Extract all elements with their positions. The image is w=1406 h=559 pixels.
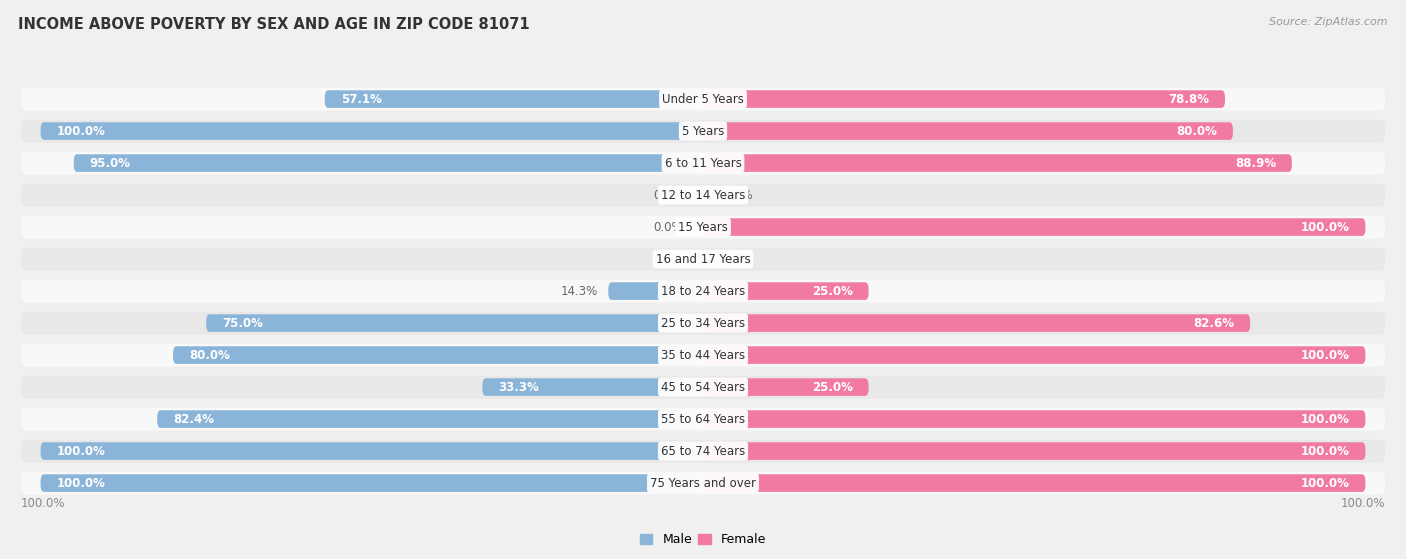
Text: 55 to 64 Years: 55 to 64 Years: [661, 413, 745, 425]
Text: 0.0%: 0.0%: [723, 188, 752, 202]
FancyBboxPatch shape: [21, 439, 1385, 463]
FancyBboxPatch shape: [21, 183, 1385, 207]
Text: 33.3%: 33.3%: [498, 381, 538, 394]
Text: 0.0%: 0.0%: [654, 221, 683, 234]
FancyBboxPatch shape: [703, 314, 1250, 332]
FancyBboxPatch shape: [21, 408, 1385, 430]
FancyBboxPatch shape: [157, 410, 703, 428]
Text: 5 Years: 5 Years: [682, 125, 724, 138]
Text: INCOME ABOVE POVERTY BY SEX AND AGE IN ZIP CODE 81071: INCOME ABOVE POVERTY BY SEX AND AGE IN Z…: [18, 17, 530, 32]
FancyBboxPatch shape: [21, 472, 1385, 495]
Text: 14.3%: 14.3%: [561, 285, 598, 297]
FancyBboxPatch shape: [21, 151, 1385, 174]
FancyBboxPatch shape: [21, 311, 1385, 335]
Text: 100.0%: 100.0%: [1301, 221, 1350, 234]
Text: 100.0%: 100.0%: [1301, 444, 1350, 458]
FancyBboxPatch shape: [41, 474, 703, 492]
Text: 100.0%: 100.0%: [56, 477, 105, 490]
Text: 15 Years: 15 Years: [678, 221, 728, 234]
Text: 18 to 24 Years: 18 to 24 Years: [661, 285, 745, 297]
Text: 82.4%: 82.4%: [173, 413, 214, 425]
FancyBboxPatch shape: [21, 216, 1385, 239]
Text: 6 to 11 Years: 6 to 11 Years: [665, 157, 741, 169]
Text: 35 to 44 Years: 35 to 44 Years: [661, 349, 745, 362]
FancyBboxPatch shape: [73, 154, 703, 172]
FancyBboxPatch shape: [21, 120, 1385, 143]
Text: 65 to 74 Years: 65 to 74 Years: [661, 444, 745, 458]
FancyBboxPatch shape: [173, 346, 703, 364]
Text: 100.0%: 100.0%: [1301, 413, 1350, 425]
Text: Source: ZipAtlas.com: Source: ZipAtlas.com: [1270, 17, 1388, 27]
FancyBboxPatch shape: [21, 344, 1385, 367]
FancyBboxPatch shape: [21, 280, 1385, 302]
FancyBboxPatch shape: [703, 346, 1365, 364]
FancyBboxPatch shape: [21, 88, 1385, 111]
FancyBboxPatch shape: [41, 442, 703, 460]
Text: 25.0%: 25.0%: [811, 381, 852, 394]
FancyBboxPatch shape: [482, 378, 703, 396]
Text: 25.0%: 25.0%: [811, 285, 852, 297]
Text: 25 to 34 Years: 25 to 34 Years: [661, 316, 745, 330]
Text: 82.6%: 82.6%: [1194, 316, 1234, 330]
FancyBboxPatch shape: [41, 122, 703, 140]
Text: 45 to 54 Years: 45 to 54 Years: [661, 381, 745, 394]
Text: 100.0%: 100.0%: [21, 498, 65, 510]
Text: 100.0%: 100.0%: [56, 125, 105, 138]
Text: 88.9%: 88.9%: [1234, 157, 1277, 169]
Text: 0.0%: 0.0%: [654, 188, 683, 202]
Legend: Male, Female: Male, Female: [636, 528, 770, 551]
Text: 80.0%: 80.0%: [188, 349, 229, 362]
FancyBboxPatch shape: [703, 218, 1365, 236]
FancyBboxPatch shape: [703, 442, 1365, 460]
Text: 75 Years and over: 75 Years and over: [650, 477, 756, 490]
Text: 12 to 14 Years: 12 to 14 Years: [661, 188, 745, 202]
Text: 100.0%: 100.0%: [1301, 477, 1350, 490]
Text: 100.0%: 100.0%: [1341, 498, 1385, 510]
FancyBboxPatch shape: [703, 282, 869, 300]
FancyBboxPatch shape: [21, 376, 1385, 399]
Text: 16 and 17 Years: 16 and 17 Years: [655, 253, 751, 266]
FancyBboxPatch shape: [207, 314, 703, 332]
Text: 78.8%: 78.8%: [1168, 93, 1209, 106]
FancyBboxPatch shape: [703, 91, 1225, 108]
FancyBboxPatch shape: [703, 410, 1365, 428]
FancyBboxPatch shape: [325, 91, 703, 108]
Text: 0.0%: 0.0%: [654, 253, 683, 266]
FancyBboxPatch shape: [703, 378, 869, 396]
Text: 100.0%: 100.0%: [1301, 349, 1350, 362]
Text: 75.0%: 75.0%: [222, 316, 263, 330]
Text: 95.0%: 95.0%: [90, 157, 131, 169]
Text: 57.1%: 57.1%: [340, 93, 381, 106]
Text: Under 5 Years: Under 5 Years: [662, 93, 744, 106]
Text: 80.0%: 80.0%: [1177, 125, 1218, 138]
FancyBboxPatch shape: [703, 122, 1233, 140]
Text: 100.0%: 100.0%: [56, 444, 105, 458]
FancyBboxPatch shape: [703, 474, 1365, 492]
FancyBboxPatch shape: [609, 282, 703, 300]
Text: 0.0%: 0.0%: [723, 253, 752, 266]
FancyBboxPatch shape: [703, 154, 1292, 172]
FancyBboxPatch shape: [21, 248, 1385, 271]
